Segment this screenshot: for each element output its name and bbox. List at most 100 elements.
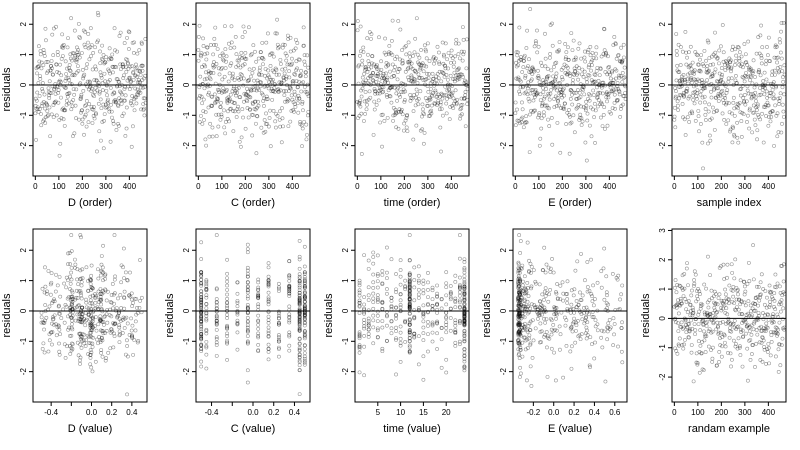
data-point	[211, 65, 216, 70]
data-point	[52, 322, 56, 327]
data-point	[761, 79, 766, 83]
data-point	[235, 58, 240, 63]
y-tick-label: 1	[341, 52, 350, 57]
data-point	[305, 92, 310, 96]
data-point	[450, 103, 455, 108]
data-point	[99, 138, 103, 143]
data-point	[617, 75, 622, 80]
data-point	[596, 92, 600, 97]
data-point	[586, 65, 591, 70]
data-point	[462, 96, 467, 101]
data-point	[699, 77, 704, 82]
data-point	[386, 52, 391, 57]
data-point	[537, 80, 542, 85]
data-point	[721, 80, 725, 85]
data-point	[278, 124, 283, 129]
data-point	[560, 77, 565, 82]
data-point	[739, 54, 744, 59]
data-point	[772, 55, 777, 60]
data-point	[541, 78, 545, 83]
data-point	[584, 77, 589, 81]
data-point	[747, 65, 752, 70]
data-point	[34, 106, 39, 111]
data-point	[618, 59, 623, 64]
data-point	[523, 121, 527, 125]
data-point	[99, 73, 104, 78]
data-point	[461, 75, 466, 79]
data-point	[429, 103, 434, 108]
data-point	[559, 75, 564, 80]
data-point	[78, 335, 83, 340]
data-point	[386, 88, 391, 93]
data-point	[51, 315, 55, 320]
data-point	[263, 83, 268, 88]
data-point	[732, 134, 737, 139]
data-point	[290, 97, 295, 102]
data-point	[689, 109, 694, 114]
data-point	[372, 99, 377, 104]
data-point	[714, 86, 719, 91]
data-point	[711, 83, 716, 88]
data-point	[592, 72, 597, 77]
data-point	[54, 62, 59, 67]
data-point	[615, 98, 620, 102]
data-point	[397, 92, 402, 97]
data-point	[690, 60, 695, 65]
y-tick-label: 0	[182, 308, 191, 313]
data-point	[757, 93, 762, 98]
data-point	[410, 66, 415, 71]
data-point	[730, 48, 735, 52]
data-point	[553, 85, 558, 90]
data-point	[768, 59, 772, 64]
data-point	[540, 64, 545, 68]
data-point	[240, 107, 245, 112]
data-point	[89, 89, 94, 93]
y-tick-label: 1	[182, 52, 191, 57]
data-point	[514, 50, 519, 55]
data-point	[84, 265, 89, 270]
data-point	[227, 71, 232, 76]
data-point	[417, 55, 422, 60]
data-point	[97, 129, 102, 134]
data-point	[83, 323, 88, 328]
data-point	[553, 61, 557, 66]
data-point	[129, 334, 134, 339]
data-point	[781, 109, 786, 114]
data-point	[407, 61, 412, 66]
data-point	[86, 341, 91, 346]
data-point	[140, 78, 145, 82]
data-point	[770, 87, 775, 92]
data-point	[98, 70, 103, 75]
data-point	[303, 89, 308, 94]
data-point	[129, 328, 134, 333]
data-point	[767, 59, 772, 64]
data-point	[741, 65, 745, 70]
data-point	[296, 93, 301, 98]
data-point	[119, 98, 124, 103]
data-point	[455, 97, 459, 102]
data-point	[441, 71, 446, 76]
data-point	[297, 96, 302, 101]
data-point	[251, 113, 256, 118]
data-point	[436, 76, 441, 81]
data-point	[224, 87, 229, 92]
data-point	[383, 79, 388, 84]
data-point	[283, 99, 287, 104]
y-tick-label: 1	[19, 278, 28, 283]
data-point	[400, 58, 405, 63]
data-point	[118, 293, 123, 297]
data-point	[591, 88, 596, 93]
data-point	[120, 92, 124, 97]
data-point	[424, 56, 429, 61]
data-point	[71, 87, 76, 92]
data-point	[78, 320, 83, 324]
data-point	[241, 83, 246, 88]
data-point	[735, 120, 740, 125]
data-point	[88, 85, 93, 90]
y-tick-label: 2	[499, 21, 508, 26]
data-point	[204, 57, 209, 62]
data-point	[588, 53, 593, 58]
data-point	[603, 126, 607, 131]
data-point	[134, 65, 139, 70]
data-point	[692, 68, 697, 73]
